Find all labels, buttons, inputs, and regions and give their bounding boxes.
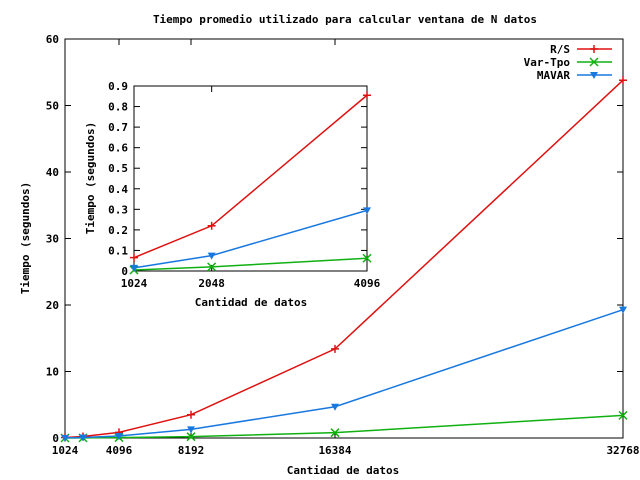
y-axis-label: Tiempo (segundos) [19, 182, 32, 295]
legend-label-mavar: MAVAR [537, 69, 570, 82]
inset-data-point-mavar [363, 207, 371, 215]
y-tick-label: 10 [46, 366, 59, 379]
inset-data-point-mavar [207, 252, 216, 260]
inset-y-tick-label: 0.9 [108, 80, 128, 93]
inset-data-point-var-tpo [207, 262, 217, 272]
inset-x-tick-label: 4096 [354, 277, 381, 290]
inset-data-point-r-s [363, 91, 371, 100]
y-tick-label: 0 [52, 432, 59, 445]
y-tick-label: 30 [46, 233, 59, 246]
series-line-mavar [64, 308, 624, 439]
inset-y-axis-label: Tiempo (segundos) [84, 122, 97, 235]
inset-x-axis-label: Cantidad de datos [195, 296, 308, 309]
inset-x-tick-label: 1024 [121, 277, 148, 290]
data-point-mavar [61, 434, 69, 442]
x-axis-label: Cantidad de datos [287, 464, 400, 477]
main-ticks: 0 10 20 30 40 50 60 1024 4096 8192 16384 32768 [46, 33, 640, 457]
x-tick-label: 16384 [318, 444, 351, 457]
data-point-r-s [331, 344, 339, 353]
inset-background [134, 86, 367, 271]
inset-data-point-r-s [130, 253, 138, 262]
data-point-mavar [619, 306, 627, 314]
inset-data-point-mavar [130, 264, 138, 272]
legend-label-var-tpo: Var-Tpo [524, 56, 571, 69]
inset-y-tick-label: 0.7 [108, 121, 128, 134]
y-tick-label: 40 [46, 166, 59, 179]
legend-marker-r-s [590, 45, 598, 53]
data-point-r-s [187, 410, 195, 419]
data-point-r-s [619, 76, 627, 85]
inset-data-point-var-tpo [362, 253, 372, 263]
inset-x-tick-label: 2048 [198, 277, 225, 290]
data-point-var-tpo [330, 428, 340, 438]
inset-y-tick-label: 0.2 [108, 224, 128, 237]
main-series [60, 76, 628, 443]
y-tick-label: 60 [46, 33, 59, 46]
x-tick-label: 8192 [178, 444, 205, 457]
inset-series [129, 91, 372, 275]
inset-data-point-r-s [207, 221, 216, 230]
inset-y-tick-label: 0.5 [108, 162, 128, 175]
series-line-var-tpo [64, 414, 624, 439]
legend-marker-mavar [590, 72, 598, 79]
inset-y-tick-label: 0 [121, 265, 128, 278]
data-point-var-tpo [618, 410, 628, 420]
chart-title: Tiempo promedio utilizado para calcular … [153, 13, 537, 26]
legend-label-r-s: R/S [550, 43, 570, 56]
legend-marker-var-tpo [589, 57, 599, 67]
data-point-mavar [331, 403, 339, 411]
y-tick-label: 50 [46, 100, 59, 113]
data-point-mavar [187, 426, 195, 434]
x-tick-label: 32768 [606, 444, 639, 457]
data-point-mavar [115, 433, 123, 441]
inset-y-tick-label: 0.6 [108, 142, 128, 155]
x-tick-label: 1024 [52, 444, 79, 457]
data-point-var-tpo [186, 432, 196, 442]
x-tick-label: 4096 [106, 444, 133, 457]
inset-y-tick-label: 0.3 [108, 203, 128, 216]
inset-ticks: 0 0.1 0.2 0.3 0.4 0.5 0.6 0.7 0.8 0.9 1024 2048 4096 [108, 80, 380, 290]
inset-y-tick-label: 0.1 [108, 244, 128, 257]
inset-y-tick-label: 0.8 [108, 101, 128, 114]
inset-y-tick-label: 0.4 [108, 183, 128, 196]
data-point-mavar [79, 434, 87, 442]
y-tick-label: 20 [46, 299, 59, 312]
inset-frame [133, 85, 368, 272]
